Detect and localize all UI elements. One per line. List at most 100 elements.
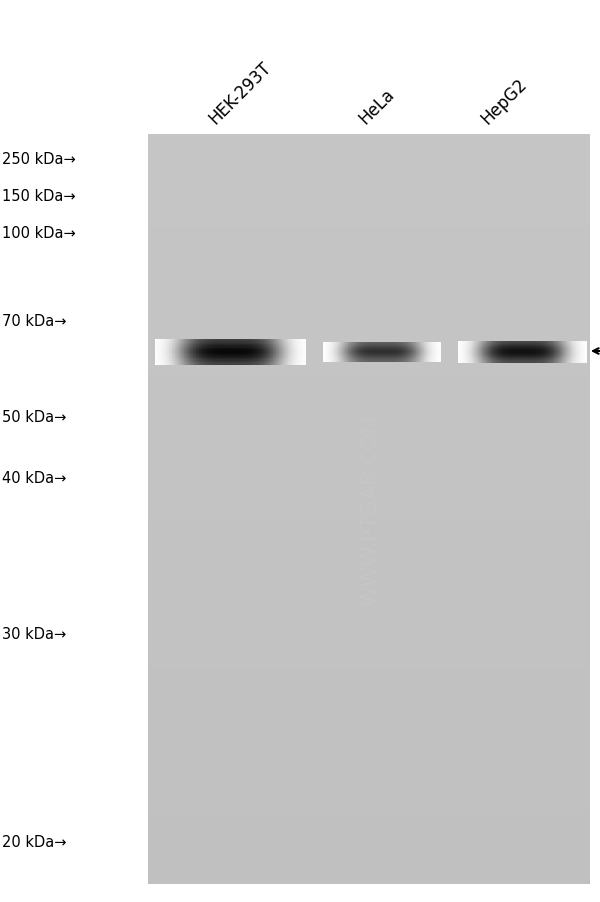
Bar — [332, 361, 334, 363]
Bar — [236, 354, 237, 355]
Bar — [394, 346, 395, 347]
Bar — [238, 357, 239, 359]
Bar — [334, 347, 335, 348]
Bar — [497, 359, 499, 360]
Bar — [225, 357, 226, 359]
Bar — [497, 355, 498, 357]
Bar — [163, 345, 164, 347]
Bar — [477, 354, 478, 356]
Bar — [538, 355, 539, 357]
Bar — [437, 346, 438, 347]
Bar — [516, 341, 517, 343]
Bar — [252, 361, 253, 363]
Bar — [535, 358, 536, 359]
Bar — [406, 350, 407, 352]
Bar — [234, 354, 235, 356]
Bar — [165, 351, 166, 353]
Bar — [347, 350, 349, 352]
Bar — [552, 361, 553, 363]
Bar — [466, 352, 467, 354]
Bar — [430, 347, 431, 348]
Bar — [335, 351, 336, 353]
Bar — [560, 342, 561, 344]
Bar — [581, 344, 583, 345]
Bar — [565, 356, 566, 358]
Bar — [224, 357, 226, 359]
Bar — [548, 349, 549, 350]
Bar — [251, 342, 253, 344]
Bar — [551, 350, 553, 352]
Bar — [377, 358, 378, 359]
Bar — [239, 351, 240, 353]
Bar — [365, 360, 367, 362]
Bar — [334, 356, 335, 357]
Bar — [281, 339, 282, 341]
Bar — [463, 348, 464, 349]
Bar — [391, 357, 392, 358]
Bar — [155, 354, 156, 355]
Bar — [328, 360, 329, 362]
Bar — [386, 352, 388, 354]
Bar — [488, 358, 489, 359]
Bar — [266, 353, 268, 354]
Bar — [179, 359, 181, 360]
Bar — [426, 346, 427, 347]
Bar — [268, 359, 269, 360]
Bar — [182, 360, 184, 362]
Bar — [289, 350, 290, 352]
Bar — [347, 354, 349, 355]
Bar — [547, 355, 548, 357]
Bar — [169, 339, 170, 341]
Bar — [303, 364, 304, 365]
Bar — [182, 353, 184, 354]
Bar — [326, 346, 328, 347]
Bar — [512, 344, 514, 345]
Bar — [221, 348, 223, 350]
Bar — [326, 361, 327, 363]
Bar — [218, 344, 220, 345]
Bar — [472, 349, 473, 350]
Bar — [257, 339, 258, 341]
Bar — [580, 345, 581, 347]
Bar — [193, 344, 194, 345]
Bar — [516, 351, 517, 353]
Bar — [231, 353, 232, 354]
Bar — [580, 359, 581, 360]
Bar — [250, 341, 251, 343]
Bar — [562, 361, 563, 363]
Bar — [501, 348, 502, 349]
Bar — [424, 344, 425, 345]
Bar — [215, 347, 216, 349]
Bar — [278, 351, 280, 353]
Bar — [228, 351, 229, 353]
Bar — [413, 350, 414, 352]
Bar — [227, 344, 228, 345]
Bar — [216, 359, 217, 360]
Bar — [171, 360, 172, 362]
Bar — [541, 360, 542, 362]
Bar — [374, 351, 375, 353]
Bar — [169, 354, 170, 355]
Bar — [277, 341, 278, 343]
Bar — [297, 351, 298, 353]
Bar — [347, 345, 349, 346]
Bar — [566, 346, 567, 348]
Bar — [215, 353, 217, 354]
Bar — [430, 358, 431, 359]
Bar — [208, 353, 209, 354]
Bar — [535, 351, 536, 353]
Bar — [364, 351, 365, 353]
Bar — [411, 346, 412, 347]
Bar — [530, 342, 531, 344]
Bar — [162, 347, 163, 349]
Bar — [418, 350, 419, 352]
Bar — [175, 341, 176, 343]
Bar — [268, 354, 269, 355]
Bar — [227, 354, 228, 356]
Bar — [466, 341, 467, 343]
Bar — [400, 350, 401, 352]
Bar — [582, 351, 583, 353]
Bar — [172, 361, 173, 363]
Bar — [533, 362, 535, 364]
Bar — [493, 352, 494, 354]
